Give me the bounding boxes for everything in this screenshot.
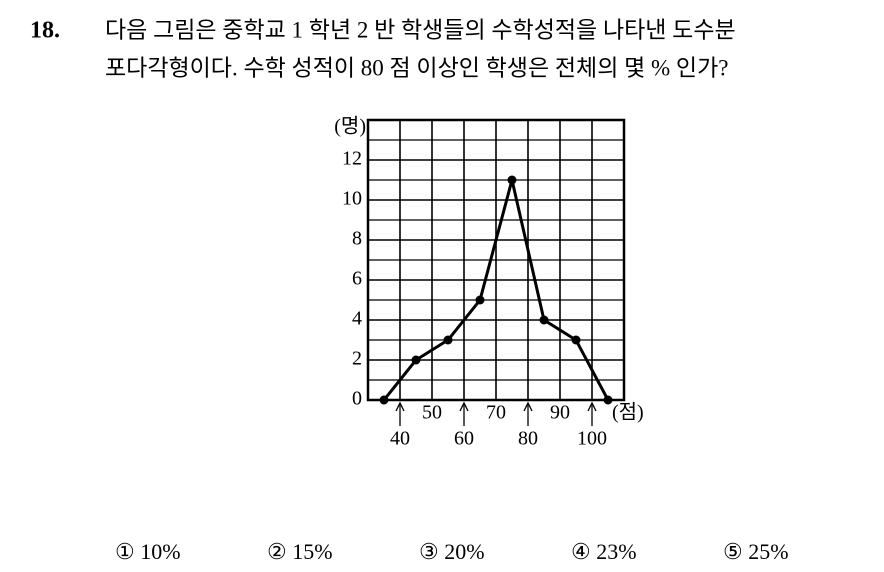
data-point [507,175,517,185]
y-tick-label: 4 [352,308,362,330]
y-tick-label: 6 [352,268,362,290]
x-tick-label: 40 [390,428,410,450]
data-point [475,295,485,305]
choice: ⑤ 25% [723,539,789,564]
x-tick-label: 70 [486,402,506,424]
data-point [571,335,581,345]
x-tick-label: 90 [550,402,570,424]
question-line: 다음 그림은 중학교 1 학년 2 반 학생들의 수학성적을 나타낸 도수분 [105,17,736,42]
question-number: 18. [30,18,60,44]
choice: ③ 20% [419,539,485,564]
data-point [411,355,421,365]
arrow-head [587,401,597,412]
plot-border [366,118,626,402]
choice: ② 15% [267,539,333,564]
x-tick-label: 60 [454,428,474,450]
y-tick-label: 0 [352,388,362,410]
y-axis-label: (명) [334,115,366,138]
frequency-line [382,179,610,401]
arrow-head [459,401,469,412]
data-point [443,335,453,345]
x-tick-label: 80 [518,428,538,450]
x-axis-label: (점) [612,401,644,424]
y-tick-label: 8 [352,228,362,250]
data-point [539,315,549,325]
question-line: 포다각형이다. 수학 성적이 80 점 이상인 학생은 전체의 몇 % 인가? [105,55,728,80]
y-tick-label: 10 [342,188,362,210]
x-tick-label: 50 [422,402,442,424]
x-tick-label: 100 [577,428,607,450]
y-tick-label: 2 [352,348,362,370]
choice: ④ 23% [571,539,637,564]
arrow-head [523,401,533,412]
y-tick-label: 12 [342,148,362,170]
arrow-head [395,401,405,412]
data-point [379,395,389,405]
data-point [603,395,613,405]
choice: ① 10% [115,539,181,564]
